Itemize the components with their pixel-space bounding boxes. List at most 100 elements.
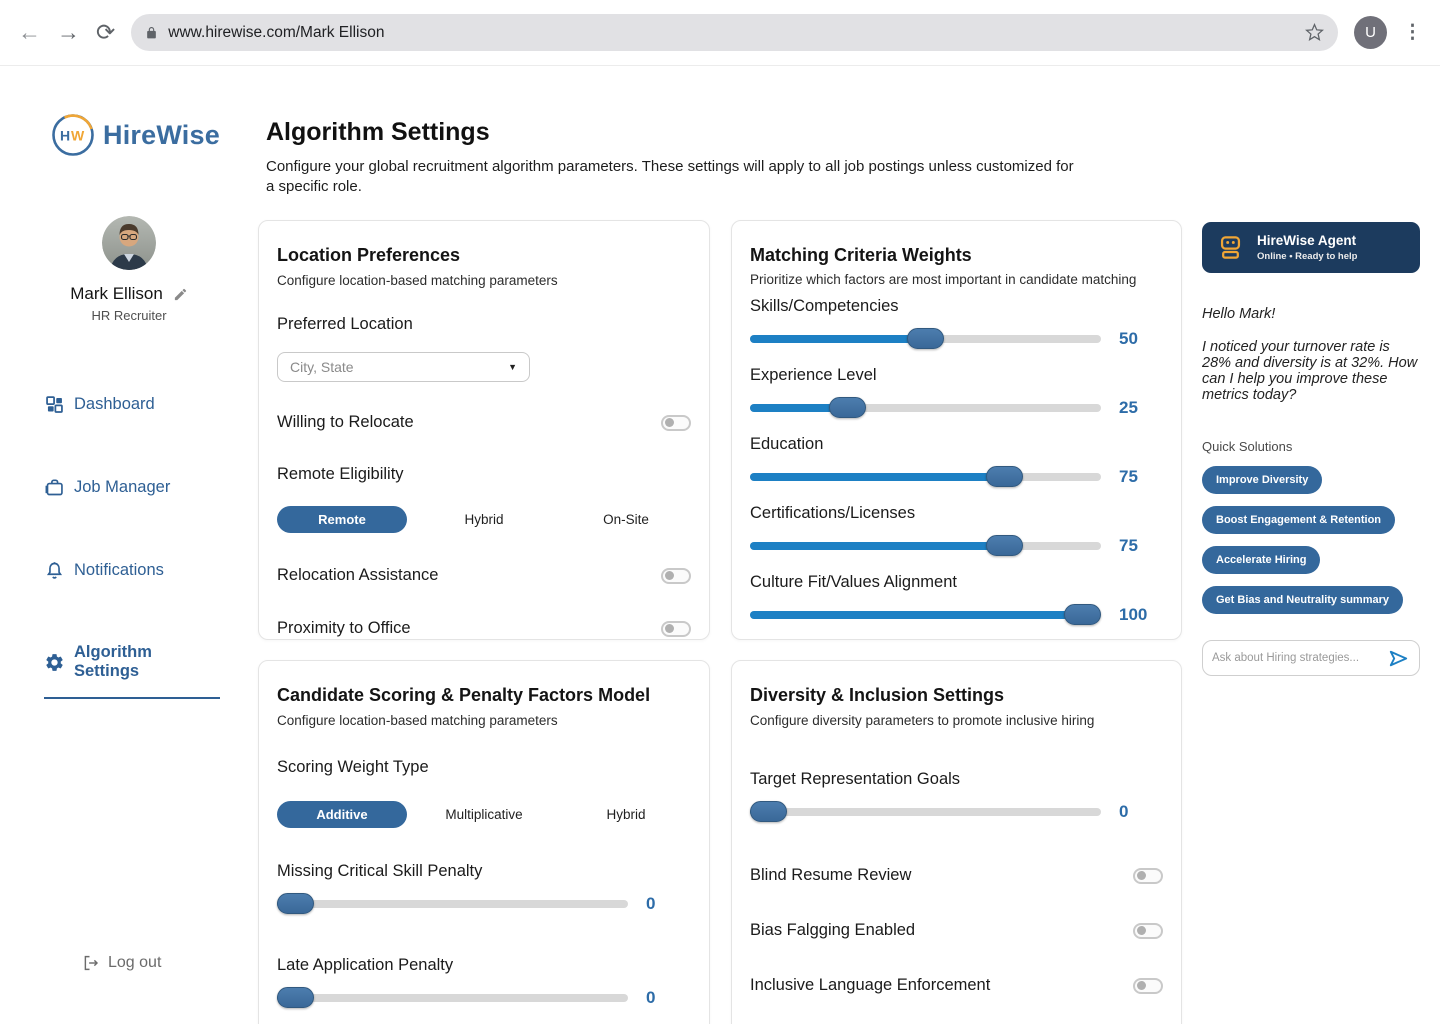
willing-to-relocate-toggle[interactable] [661,414,691,431]
slider[interactable] [750,604,1101,625]
agent-header: HireWise Agent Online • Ready to help [1202,222,1420,273]
browser-menu-icon[interactable]: ⋮ [1403,22,1422,43]
bias-flagging-toggle[interactable] [1133,922,1163,939]
slider-label: Target Representation Goals [750,770,961,788]
sidebar-item-notifications[interactable]: Notifications [44,560,220,581]
bookmark-star-icon[interactable] [1305,23,1324,42]
sidebar: H W HireWise [0,66,258,1024]
forward-icon[interactable]: → [57,19,80,45]
dashboard-grid-icon [46,396,63,413]
boost-engagement-button[interactable]: Boost Engagement & Retention [1202,506,1396,535]
bias-neutrality-summary-button[interactable]: Get Bias and Neutrality summary [1202,586,1404,615]
slider[interactable] [750,535,1101,556]
gear-icon [46,653,63,671]
slider-thumb[interactable] [985,466,1023,487]
agent-panel: HireWise Agent Online • Ready to help He… [1202,222,1420,677]
browser-profile-avatar[interactable]: U [1354,16,1387,49]
slider-value: 0 [646,894,656,913]
slider-label: Experience Level [750,366,877,384]
logout-icon [84,955,99,971]
skills-competencies-slider-row: 50 [750,325,1163,353]
card-subtitle: Configure location-based matching parame… [277,713,558,728]
logo-wordmark: HireWise [103,119,220,150]
profile-role: HR Recruiter [91,308,167,323]
slider-thumb[interactable] [277,893,314,914]
blind-resume-review-row: Blind Resume Review [750,866,1163,885]
slider-value: 50 [1119,329,1138,348]
slider-value: 0 [1119,802,1129,821]
accelerate-hiring-button[interactable]: Accelerate Hiring [1202,546,1321,575]
bell-icon [46,562,63,579]
scoring-weight-options: Additive Multiplicative Hybrid [277,801,691,828]
remote-option-remote[interactable]: Remote [277,506,407,533]
page-description: Configure your global recruitment algori… [266,158,1074,195]
slider-label: Skills/Competencies [750,297,899,315]
page-title: Algorithm Settings [266,118,490,146]
logout-label: Log out [108,954,162,971]
slider-value: 75 [1119,536,1138,555]
logo: H W HireWise [50,112,220,158]
location-preferences-card: Location Preferences Configure location-… [258,220,710,640]
proximity-to-office-toggle[interactable] [661,620,691,637]
logout-button[interactable]: Log out [82,954,161,972]
sidebar-item-algorithm-settings[interactable]: Algorithm Settings [44,643,220,699]
target-representation-slider-row: 0 [750,798,1163,826]
sidebar-item-job-manager[interactable]: Job Manager [44,477,220,498]
remote-option-onsite[interactable]: On-Site [603,512,649,527]
bias-flagging-label: Bias Falgging Enabled [750,921,916,939]
matching-criteria-card: Matching Criteria Weights Prioritize whi… [731,220,1182,640]
back-icon[interactable]: ← [18,19,41,45]
slider[interactable] [750,801,1101,822]
relocation-assistance-label: Relocation Assistance [277,566,439,584]
lock-icon [147,26,157,38]
slider[interactable] [750,328,1101,349]
slider-label: Culture Fit/Values Alignment [750,573,957,591]
slider-thumb[interactable] [828,397,866,418]
slider-thumb[interactable] [277,987,314,1008]
briefcase-icon [45,479,63,496]
edit-pencil-icon[interactable] [173,287,188,302]
diversity-inclusion-card: Diversity & Inclusion Settings Configure… [731,660,1182,1024]
slider[interactable] [277,987,628,1008]
preferred-location-label: Preferred Location [277,315,413,333]
card-title: Location Preferences [277,245,461,265]
settings-cards: Location Preferences Configure location-… [258,220,1182,1024]
agent-chat-input[interactable] [1212,652,1381,665]
reload-icon[interactable]: ⟳ [96,19,116,45]
sidebar-item-dashboard[interactable]: Dashboard [44,394,220,415]
send-icon[interactable] [1387,647,1410,670]
preferred-location-select[interactable]: City, State ▼ [277,352,530,382]
scoring-weight-type-label: Scoring Weight Type [277,758,429,776]
slider-value: 75 [1119,467,1138,486]
blind-resume-review-label: Blind Resume Review [750,866,912,884]
slider-thumb[interactable] [750,801,787,822]
remote-option-hybrid[interactable]: Hybrid [464,512,504,527]
slider-value: 100 [1119,605,1148,624]
inclusive-language-label: Inclusive Language Enforcement [750,976,991,994]
slider-label: Certifications/Licenses [750,504,916,522]
relocation-assistance-toggle[interactable] [661,567,691,584]
weight-option-hybrid[interactable]: Hybrid [606,807,646,822]
sidebar-item-label: Algorithm Settings [74,643,152,680]
blind-resume-review-toggle[interactable] [1133,867,1163,884]
card-subtitle: Configure diversity parameters to promot… [750,713,1095,728]
slider[interactable] [750,466,1101,487]
remote-eligibility-options: Remote Hybrid On-Site [277,506,691,533]
proximity-to-office-label: Proximity to Office [277,619,411,637]
slider-thumb[interactable] [985,535,1023,556]
relocation-assistance-row: Relocation Assistance [277,566,691,585]
slider[interactable] [277,893,628,914]
agent-input-row [1202,640,1420,677]
weight-option-multiplicative[interactable]: Multiplicative [445,807,523,822]
experience-level-slider-row: 25 [750,394,1163,422]
slider-thumb[interactable] [907,328,944,349]
certifications-slider-row: 75 [750,532,1163,560]
improve-diversity-button[interactable]: Improve Diversity [1202,466,1323,495]
address-bar[interactable]: www.hirewise.com/Mark Ellison [131,14,1338,51]
culture-fit-slider-row: 100 [750,601,1163,629]
weight-option-additive[interactable]: Additive [277,801,407,828]
slider[interactable] [750,397,1101,418]
inclusive-language-toggle[interactable] [1133,977,1163,994]
slider-thumb[interactable] [1064,604,1101,625]
select-value: City, State [290,359,354,375]
